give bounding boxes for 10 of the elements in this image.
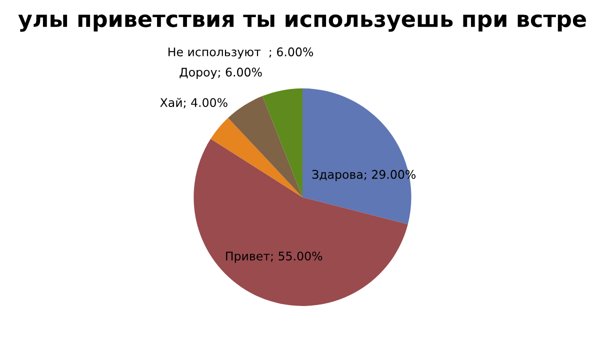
slice-label: Хай	[160, 98, 182, 107]
data-label: ; 6.00%	[269, 47, 314, 58]
slice-label: Дороу	[180, 68, 217, 79]
slice-label: Здарова	[312, 170, 362, 182]
slice-label: Не используют	[168, 48, 261, 59]
data-label: ; 6.00%	[218, 68, 262, 78]
data-label: ; 4.00%	[184, 98, 228, 108]
chart-title: улы приветствия ты используешь при встре	[18, 14, 586, 32]
data-label: ; 55.00%	[270, 252, 322, 262]
slice-label: Привет	[226, 252, 270, 263]
